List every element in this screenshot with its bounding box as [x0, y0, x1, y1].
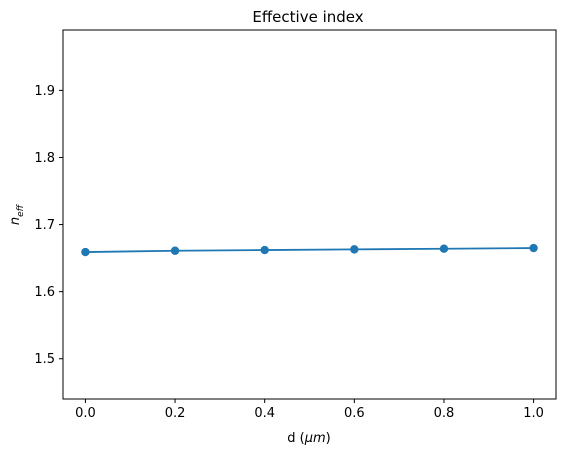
x-axis-ticks: 0.0 0.2 0.4 0.6 0.8 1.0: [75, 399, 544, 421]
x-tick-label: 0.6: [344, 406, 365, 421]
data-point: [439, 244, 449, 253]
data-point: [529, 243, 538, 253]
data-point: [81, 247, 90, 257]
x-axis-label-unit: μm: [304, 431, 326, 446]
y-tick-label: 1.6: [34, 285, 55, 300]
y-tick-label: 1.8: [34, 151, 55, 166]
y-tick-label: 1.7: [34, 218, 55, 233]
x-tick-label: 0.4: [254, 406, 275, 421]
data-point: [350, 245, 359, 254]
y-axis-label-main: n: [8, 217, 23, 225]
x-tick-label: 1.0: [523, 406, 544, 421]
x-tick-label: 0.0: [75, 406, 96, 421]
x-axis-label-prefix: d (: [287, 431, 304, 446]
y-axis-ticks: 1.5 1.6 1.7 1.8 1.9: [34, 84, 63, 367]
data-point: [260, 245, 269, 255]
x-axis-label-suffix: ): [326, 431, 331, 446]
plot-frame: [62, 29, 557, 400]
series-layer: [81, 243, 538, 257]
y-tick-label: 1.5: [34, 352, 55, 367]
x-tick-label: 0.2: [165, 406, 186, 421]
chart-title: Effective index: [252, 8, 363, 26]
y-axis-label: neff: [8, 203, 26, 225]
x-tick-label: 0.8: [434, 406, 455, 421]
data-point: [170, 246, 180, 255]
y-tick-label: 1.9: [34, 84, 55, 99]
y-axis-label-sub: eff: [16, 203, 26, 217]
series-line: [85, 247, 534, 253]
x-axis-label: d (μm): [287, 431, 330, 446]
